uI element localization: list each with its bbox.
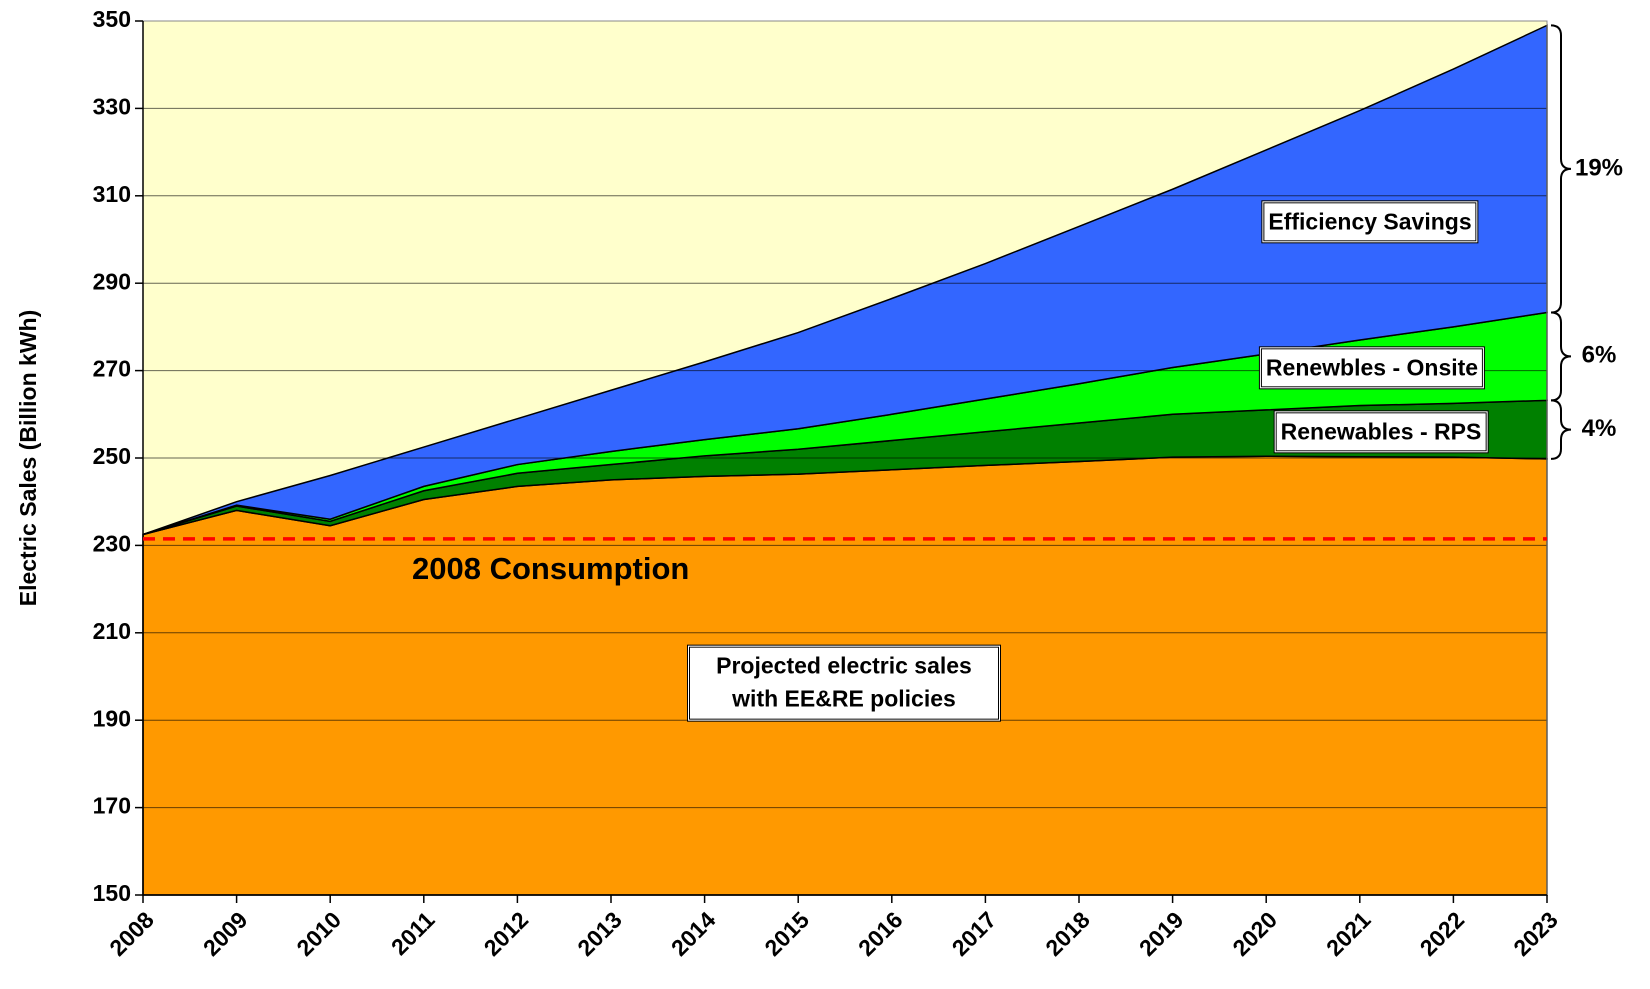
y-tick-label: 230 [93, 530, 131, 556]
x-tick-label: 2015 [759, 906, 814, 961]
y-tick-label: 290 [93, 268, 131, 294]
x-tick-label: 2008 [104, 906, 159, 961]
x-tick-label: 2021 [1321, 906, 1376, 961]
reference-label: 2008 Consumption [412, 551, 689, 586]
x-tick-label: 2010 [291, 906, 346, 961]
y-tick-label: 190 [93, 705, 131, 731]
y-tick-label: 150 [93, 880, 131, 906]
x-tick-label: 2011 [386, 906, 440, 960]
y-axis-label: Electric Sales (Billion kWh) [15, 310, 41, 607]
brace-label: 6% [1582, 342, 1617, 369]
series-label: Efficiency Savings [1262, 201, 1478, 243]
x-tick-label: 2014 [666, 906, 721, 961]
y-tick-label: 210 [93, 618, 131, 644]
brace [1550, 24, 1572, 314]
x-tick-label: 2019 [1134, 906, 1189, 961]
y-tick-label: 310 [93, 181, 131, 207]
x-tick-label: 2017 [947, 906, 1002, 961]
y-tick-label: 270 [93, 356, 131, 382]
x-tick-label: 2022 [1415, 906, 1470, 961]
series-label: Projected electric sales with EE&RE poli… [688, 645, 1000, 721]
y-tick-label: 330 [93, 93, 131, 119]
x-tick-label: 2023 [1508, 906, 1563, 961]
brace-label: 4% [1582, 415, 1617, 442]
x-tick-label: 2018 [1040, 906, 1095, 961]
series-label: Renewbles - Onsite [1259, 347, 1485, 389]
brace-label: 19% [1575, 154, 1623, 181]
x-tick-label: 2013 [572, 906, 627, 961]
y-tick-label: 170 [93, 793, 131, 819]
brace [1550, 311, 1572, 402]
x-tick-label: 2012 [479, 906, 534, 961]
x-tick-label: 2009 [198, 906, 253, 961]
series-label: Renewables - RPS [1274, 411, 1488, 453]
y-tick-label: 250 [93, 443, 131, 469]
x-tick-label: 2016 [853, 906, 908, 961]
brace [1550, 399, 1572, 460]
x-tick-label: 2020 [1227, 906, 1282, 961]
y-tick-label: 350 [93, 6, 131, 32]
